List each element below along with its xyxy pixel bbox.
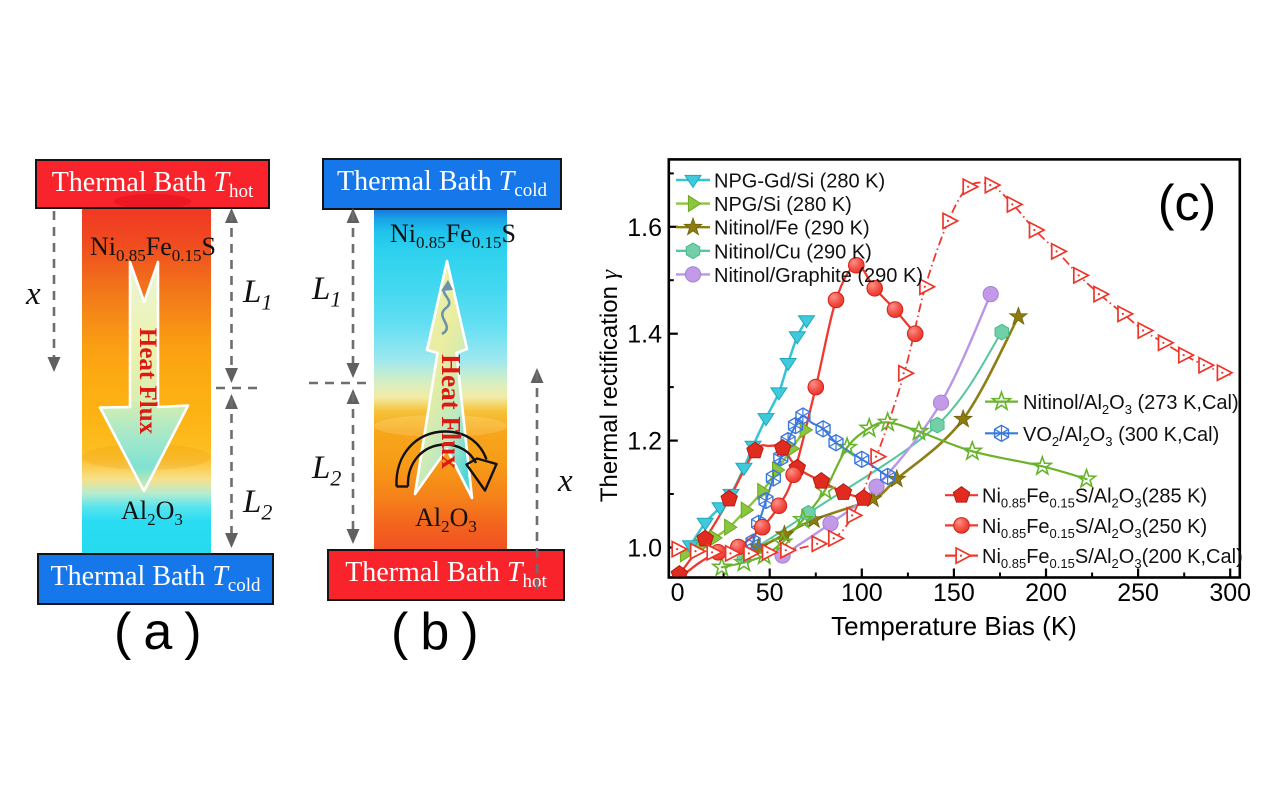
svg-text:Thermal rectification γ: Thermal rectification γ xyxy=(596,269,623,502)
svg-text:50: 50 xyxy=(756,579,784,607)
svg-text:100: 100 xyxy=(841,579,883,607)
svg-text:Temperature Bias (K): Temperature Bias (K) xyxy=(831,611,1077,641)
svg-text:1.4: 1.4 xyxy=(627,321,662,349)
svg-text:Ni0.85​Fe0.15​S/Al2​O3​(250 K): Ni0.85​Fe0.15​S/Al2​O3​(250 K) xyxy=(982,516,1207,541)
svg-text:Ni0.85​Fe0.15​S/Al2​O3​(285 K): Ni0.85​Fe0.15​S/Al2​O3​(285 K) xyxy=(982,486,1207,511)
svg-text:Nitinol/Cu (290 K): Nitinol/Cu (290 K) xyxy=(714,241,872,263)
svg-text:1.2: 1.2 xyxy=(627,428,662,456)
svg-text:0: 0 xyxy=(671,579,685,607)
svg-text:300: 300 xyxy=(1209,579,1251,607)
svg-text:150: 150 xyxy=(933,579,975,607)
svg-text:Ni0.85​Fe0.15​S/Al2​O3​(200 K,: Ni0.85​Fe0.15​S/Al2​O3​(200 K,Cal) xyxy=(982,546,1243,571)
svg-text:(c): (c) xyxy=(1158,175,1216,231)
svg-text:Nitinol/Al2​O3​ (273 K,Cal): Nitinol/Al2​O3​ (273 K,Cal) xyxy=(1023,392,1239,417)
svg-text:1.6: 1.6 xyxy=(627,214,662,242)
svg-text:NPG-Gd/Si (280 K): NPG-Gd/Si (280 K) xyxy=(714,171,885,193)
svg-text:Nitinol/Graphite (290 K): Nitinol/Graphite (290 K) xyxy=(714,265,923,287)
svg-text:1.0: 1.0 xyxy=(627,535,662,563)
svg-text:Nitinol/Fe (290 K): Nitinol/Fe (290 K) xyxy=(714,218,870,240)
svg-text:250: 250 xyxy=(1117,579,1159,607)
svg-text:VO2​/Al2​O3​ (300 K,Cal): VO2​/Al2​O3​ (300 K,Cal) xyxy=(1023,424,1219,449)
svg-text:NPG/Si (280 K): NPG/Si (280 K) xyxy=(714,194,852,216)
svg-text:200: 200 xyxy=(1025,579,1067,607)
